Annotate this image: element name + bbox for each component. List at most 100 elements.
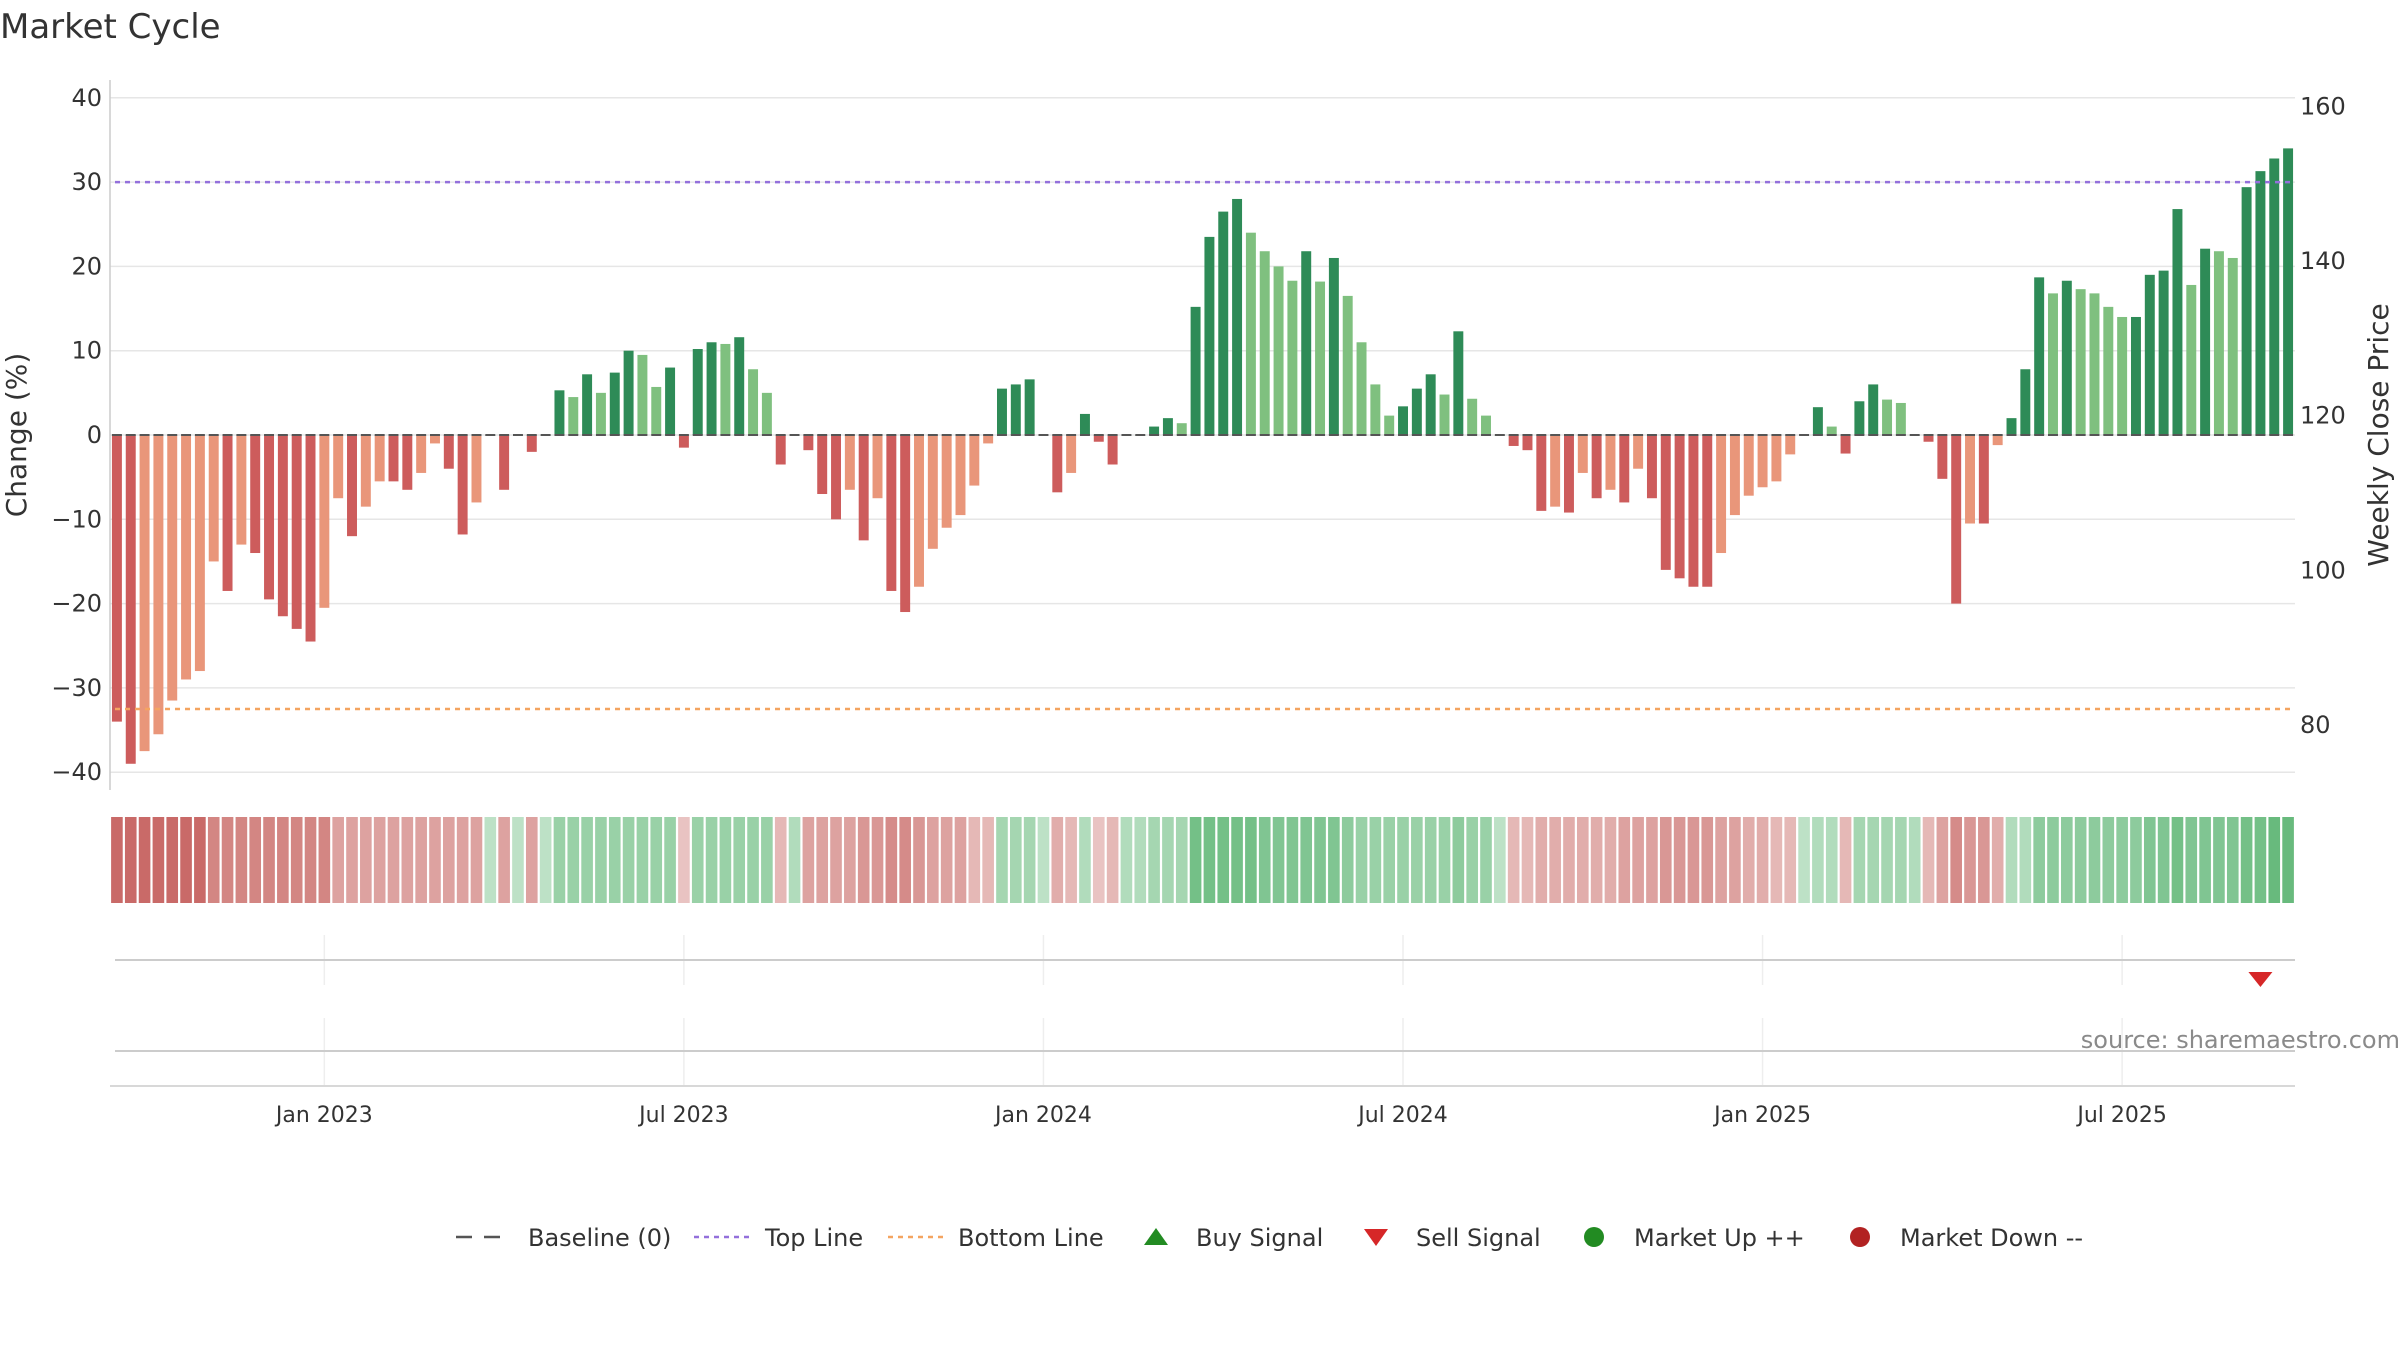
band-cell bbox=[553, 817, 566, 903]
bar bbox=[1342, 295, 1353, 435]
bars-layer bbox=[111, 148, 2294, 764]
bar bbox=[236, 435, 247, 545]
y-tick-label: 40 bbox=[71, 84, 102, 112]
band-cell bbox=[2033, 817, 2045, 903]
band-cell bbox=[1729, 817, 1741, 903]
band-cell bbox=[1646, 817, 1658, 903]
band-cell bbox=[1825, 817, 1838, 903]
band-cell bbox=[678, 817, 690, 903]
legend-label: Baseline (0) bbox=[528, 1224, 671, 1252]
bar bbox=[1868, 384, 1879, 435]
band-cell bbox=[1411, 817, 1423, 903]
bar bbox=[360, 435, 371, 507]
bar bbox=[1674, 435, 1685, 579]
band-cell bbox=[885, 817, 898, 903]
band-cell bbox=[968, 817, 981, 903]
bar bbox=[1508, 435, 1519, 446]
bar bbox=[706, 342, 717, 435]
bar bbox=[153, 435, 164, 735]
legend-label: Buy Signal bbox=[1196, 1224, 1323, 1252]
band-cell bbox=[1092, 817, 1105, 903]
reference-lines bbox=[115, 180, 2295, 711]
band-cell bbox=[871, 817, 884, 903]
legend-item-buy: Buy Signal bbox=[1144, 1224, 1323, 1252]
bar bbox=[430, 435, 440, 444]
bar bbox=[1716, 435, 1727, 554]
sell-signal-marker bbox=[2248, 972, 2273, 987]
bar bbox=[927, 435, 938, 549]
band-cell bbox=[263, 817, 275, 903]
bar bbox=[1218, 211, 1229, 435]
bar bbox=[748, 369, 759, 435]
bar bbox=[1273, 266, 1284, 435]
bar bbox=[623, 350, 634, 435]
band-cell bbox=[2116, 817, 2128, 903]
bar bbox=[1079, 413, 1090, 435]
band-cell bbox=[387, 817, 400, 903]
bar bbox=[1439, 394, 1450, 435]
band-cell bbox=[1839, 817, 1852, 903]
band-cell bbox=[180, 817, 192, 903]
band-cell bbox=[2019, 817, 2032, 903]
band-cell bbox=[830, 817, 842, 903]
bar bbox=[443, 435, 454, 469]
band-cell bbox=[1134, 817, 1147, 903]
band-cell bbox=[1258, 817, 1271, 903]
band-cell bbox=[512, 817, 524, 903]
band-cell bbox=[1742, 817, 1755, 903]
band-cell bbox=[2282, 817, 2294, 903]
bar bbox=[1356, 342, 1367, 435]
bar bbox=[817, 435, 828, 495]
band-cell bbox=[1383, 817, 1396, 903]
market-panel bbox=[115, 1018, 2295, 1085]
bar bbox=[1743, 435, 1754, 496]
legend-item-market-up: Market Up ++ bbox=[1584, 1224, 1805, 1252]
band-cell bbox=[346, 817, 358, 903]
bar bbox=[1232, 198, 1243, 435]
band-cell bbox=[1798, 817, 1810, 903]
bar bbox=[609, 372, 620, 435]
band-cell bbox=[1494, 817, 1506, 903]
y2-tick-label: 100 bbox=[2300, 556, 2346, 584]
y2-tick-label: 80 bbox=[2300, 711, 2331, 739]
band-cell bbox=[1328, 817, 1340, 903]
y-tick-label: 20 bbox=[71, 252, 102, 280]
band-cell bbox=[608, 817, 621, 903]
legend-item-top-line: Top Line bbox=[694, 1224, 863, 1252]
legend-swatch bbox=[1364, 1229, 1388, 1246]
bar bbox=[1370, 384, 1381, 435]
bar bbox=[1895, 402, 1906, 435]
band-cell bbox=[1922, 817, 1935, 903]
bar bbox=[678, 435, 689, 448]
legend-item-sell: Sell Signal bbox=[1364, 1224, 1541, 1252]
bar bbox=[1633, 435, 1644, 469]
bar bbox=[1577, 435, 1588, 473]
band-cell bbox=[1576, 817, 1589, 903]
band-cell bbox=[2143, 817, 2156, 903]
bar bbox=[181, 435, 192, 680]
band-cell bbox=[1217, 817, 1230, 903]
bar bbox=[1757, 435, 1768, 488]
bar bbox=[1010, 384, 1021, 435]
bar bbox=[1646, 435, 1657, 499]
bar bbox=[347, 435, 357, 537]
bar bbox=[1453, 331, 1464, 435]
bar bbox=[1066, 435, 1077, 473]
bar bbox=[1425, 374, 1436, 435]
band-cell bbox=[1065, 817, 1077, 903]
band-cell bbox=[982, 817, 994, 903]
bar bbox=[250, 435, 261, 554]
bar bbox=[1384, 415, 1395, 435]
band-cell bbox=[401, 817, 414, 903]
band-cell bbox=[1480, 817, 1492, 903]
bar bbox=[416, 435, 427, 473]
bar bbox=[858, 435, 869, 541]
y2-tick-label: 120 bbox=[2300, 402, 2346, 430]
legend-label: Market Down -- bbox=[1900, 1224, 2083, 1252]
bar bbox=[1826, 426, 1837, 435]
band-cell bbox=[733, 817, 746, 903]
band-cell bbox=[1673, 817, 1686, 903]
band-cell bbox=[249, 817, 262, 903]
band-cell bbox=[788, 817, 801, 903]
band-cell bbox=[1618, 817, 1631, 903]
